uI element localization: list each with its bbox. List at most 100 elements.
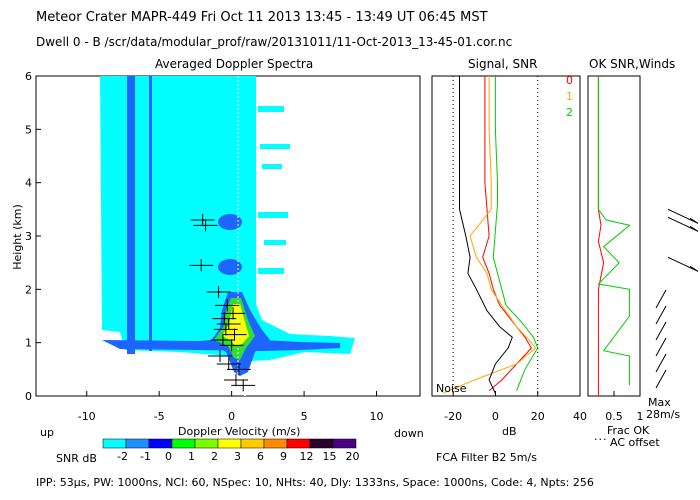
beam-label-2: 2	[566, 106, 573, 119]
colorbar-swatch	[286, 438, 311, 449]
spectra-streak	[260, 144, 290, 149]
wind-barb	[655, 289, 667, 309]
wind-barbs	[655, 208, 699, 389]
beam-label-0: 0	[566, 74, 573, 87]
spectra-column	[127, 76, 135, 354]
max-label: Max	[648, 396, 671, 409]
height-tick-label: 6	[25, 70, 32, 83]
frac-line-beam-2	[597, 76, 631, 386]
moment-markers	[189, 214, 256, 392]
wind-barb	[655, 337, 667, 357]
winds-title: OK SNR,Winds	[589, 57, 676, 71]
colorbar-swatch	[240, 438, 265, 449]
colorbar-tick-label: 9	[280, 450, 287, 463]
spectra-column	[149, 76, 152, 351]
height-tick-label: 3	[25, 230, 32, 243]
colorbar-swatch	[102, 438, 127, 449]
spectra-streak	[258, 268, 284, 274]
db-axis: -20 0 20 40	[444, 76, 587, 423]
db-tick-label: -20	[444, 410, 462, 423]
wind-barb	[655, 305, 667, 325]
colorbar-tick-label: 15	[323, 450, 337, 463]
signal-line-beam-0	[482, 76, 533, 392]
beam-label-1: 1	[566, 90, 573, 103]
spectra-speckles	[108, 355, 246, 396]
snr-colorbar: -2 -1 0 1 2 3 6 9 12 15 20	[102, 438, 360, 463]
colorbar-tick-label: 12	[300, 450, 314, 463]
frac-tick-label: 0.5	[605, 410, 623, 423]
noise-label: Noise	[436, 382, 467, 395]
colorbar-tick-label: 6	[257, 450, 264, 463]
db-tick-label: 20	[531, 410, 545, 423]
velocity-tick-label: 0	[228, 410, 235, 423]
spectra-streak	[264, 240, 286, 245]
down-label: down	[394, 427, 424, 440]
frac-ok-label: Frac OK	[607, 424, 650, 437]
winds-panel: 0.5 1	[587, 75, 699, 423]
colorbar-label: SNR dB	[56, 452, 97, 465]
spectra-streak	[258, 212, 288, 218]
wind-barb	[667, 216, 699, 232]
velocity-axis: -10 -5 0 5 10	[78, 391, 384, 423]
colorbar-tick-label: 1	[188, 450, 195, 463]
wind-barb-head	[689, 225, 699, 232]
signal-line-beam-1	[442, 76, 537, 394]
colorbar-tick-label: 0	[165, 450, 172, 463]
header-subtitle: Dwell 0 - B /scr/data/modular_prof/raw/2…	[36, 35, 513, 49]
wind-barb-head	[689, 217, 699, 224]
frac-ok-lines	[597, 76, 631, 396]
colorbar-swatch	[171, 438, 196, 449]
height-tick-label: 5	[25, 123, 32, 136]
height-tick-label: 4	[25, 177, 32, 190]
spectra-heatmap	[100, 76, 355, 396]
signal-lines	[442, 76, 539, 394]
max-speed-label: 28m/s	[646, 408, 681, 421]
spectra-blob	[218, 214, 242, 230]
header-title: Meteor Crater MAPR-449 Fri Oct 11 2013 1…	[36, 10, 488, 25]
colorbar-tick-label: -1	[140, 450, 151, 463]
velocity-axis-label: Doppler Velocity (m/s)	[178, 425, 301, 438]
velocity-tick-label: -10	[78, 410, 96, 423]
colorbar-tick-label: 3	[234, 450, 241, 463]
signal-title: Signal, SNR	[468, 57, 538, 71]
ac-offset-dots: ···	[594, 433, 608, 446]
db-tick-label: 40	[573, 410, 587, 423]
spectra-streak	[258, 106, 284, 112]
colorbar-swatch	[309, 438, 334, 449]
spectra-fill-peak	[222, 304, 249, 346]
colorbar-swatch	[263, 438, 288, 449]
wind-barb	[655, 321, 667, 341]
frac-tick-label: 1	[637, 410, 644, 423]
colorbar-swatch	[217, 438, 242, 449]
velocity-tick-label: 5	[301, 410, 308, 423]
wind-barb	[667, 256, 699, 272]
spectra-title: Averaged Doppler Spectra	[155, 57, 314, 71]
db-axis-label: dB	[502, 425, 517, 438]
velocity-tick-label: -5	[154, 410, 165, 423]
colorbar-swatch	[125, 438, 150, 449]
signal-line-beam-2	[492, 76, 539, 391]
signal-line-noise	[459, 76, 513, 394]
height-axis-label: Height (km)	[10, 204, 24, 270]
db-tick-label: 0	[492, 410, 499, 423]
colorbar-tick-label: 20	[346, 450, 360, 463]
velocity-tick-label: 10	[370, 410, 384, 423]
fca-filter: FCA Filter B2 5m/s	[436, 451, 537, 464]
height-tick-label: 1	[25, 337, 32, 350]
footer-params: IPP: 53µs, PW: 1000ns, NCI: 60, NSpec: 1…	[36, 476, 594, 489]
wind-barb	[655, 353, 667, 373]
spectra-blob	[218, 259, 242, 275]
height-tick-label: 0	[25, 390, 32, 403]
colorbar-tick-label: -2	[117, 450, 128, 463]
signal-frame	[431, 75, 581, 397]
spectra-streak	[262, 164, 282, 169]
frac-frame	[587, 75, 641, 397]
up-label: up	[40, 426, 54, 439]
ac-offset-label: AC offset	[610, 436, 660, 449]
colorbar-tick-label: 2	[211, 450, 218, 463]
colorbar-swatch	[332, 438, 357, 449]
wind-barb	[667, 208, 699, 224]
height-tick-label: 2	[25, 283, 32, 296]
frac-axis: 0.5 1	[605, 391, 644, 423]
